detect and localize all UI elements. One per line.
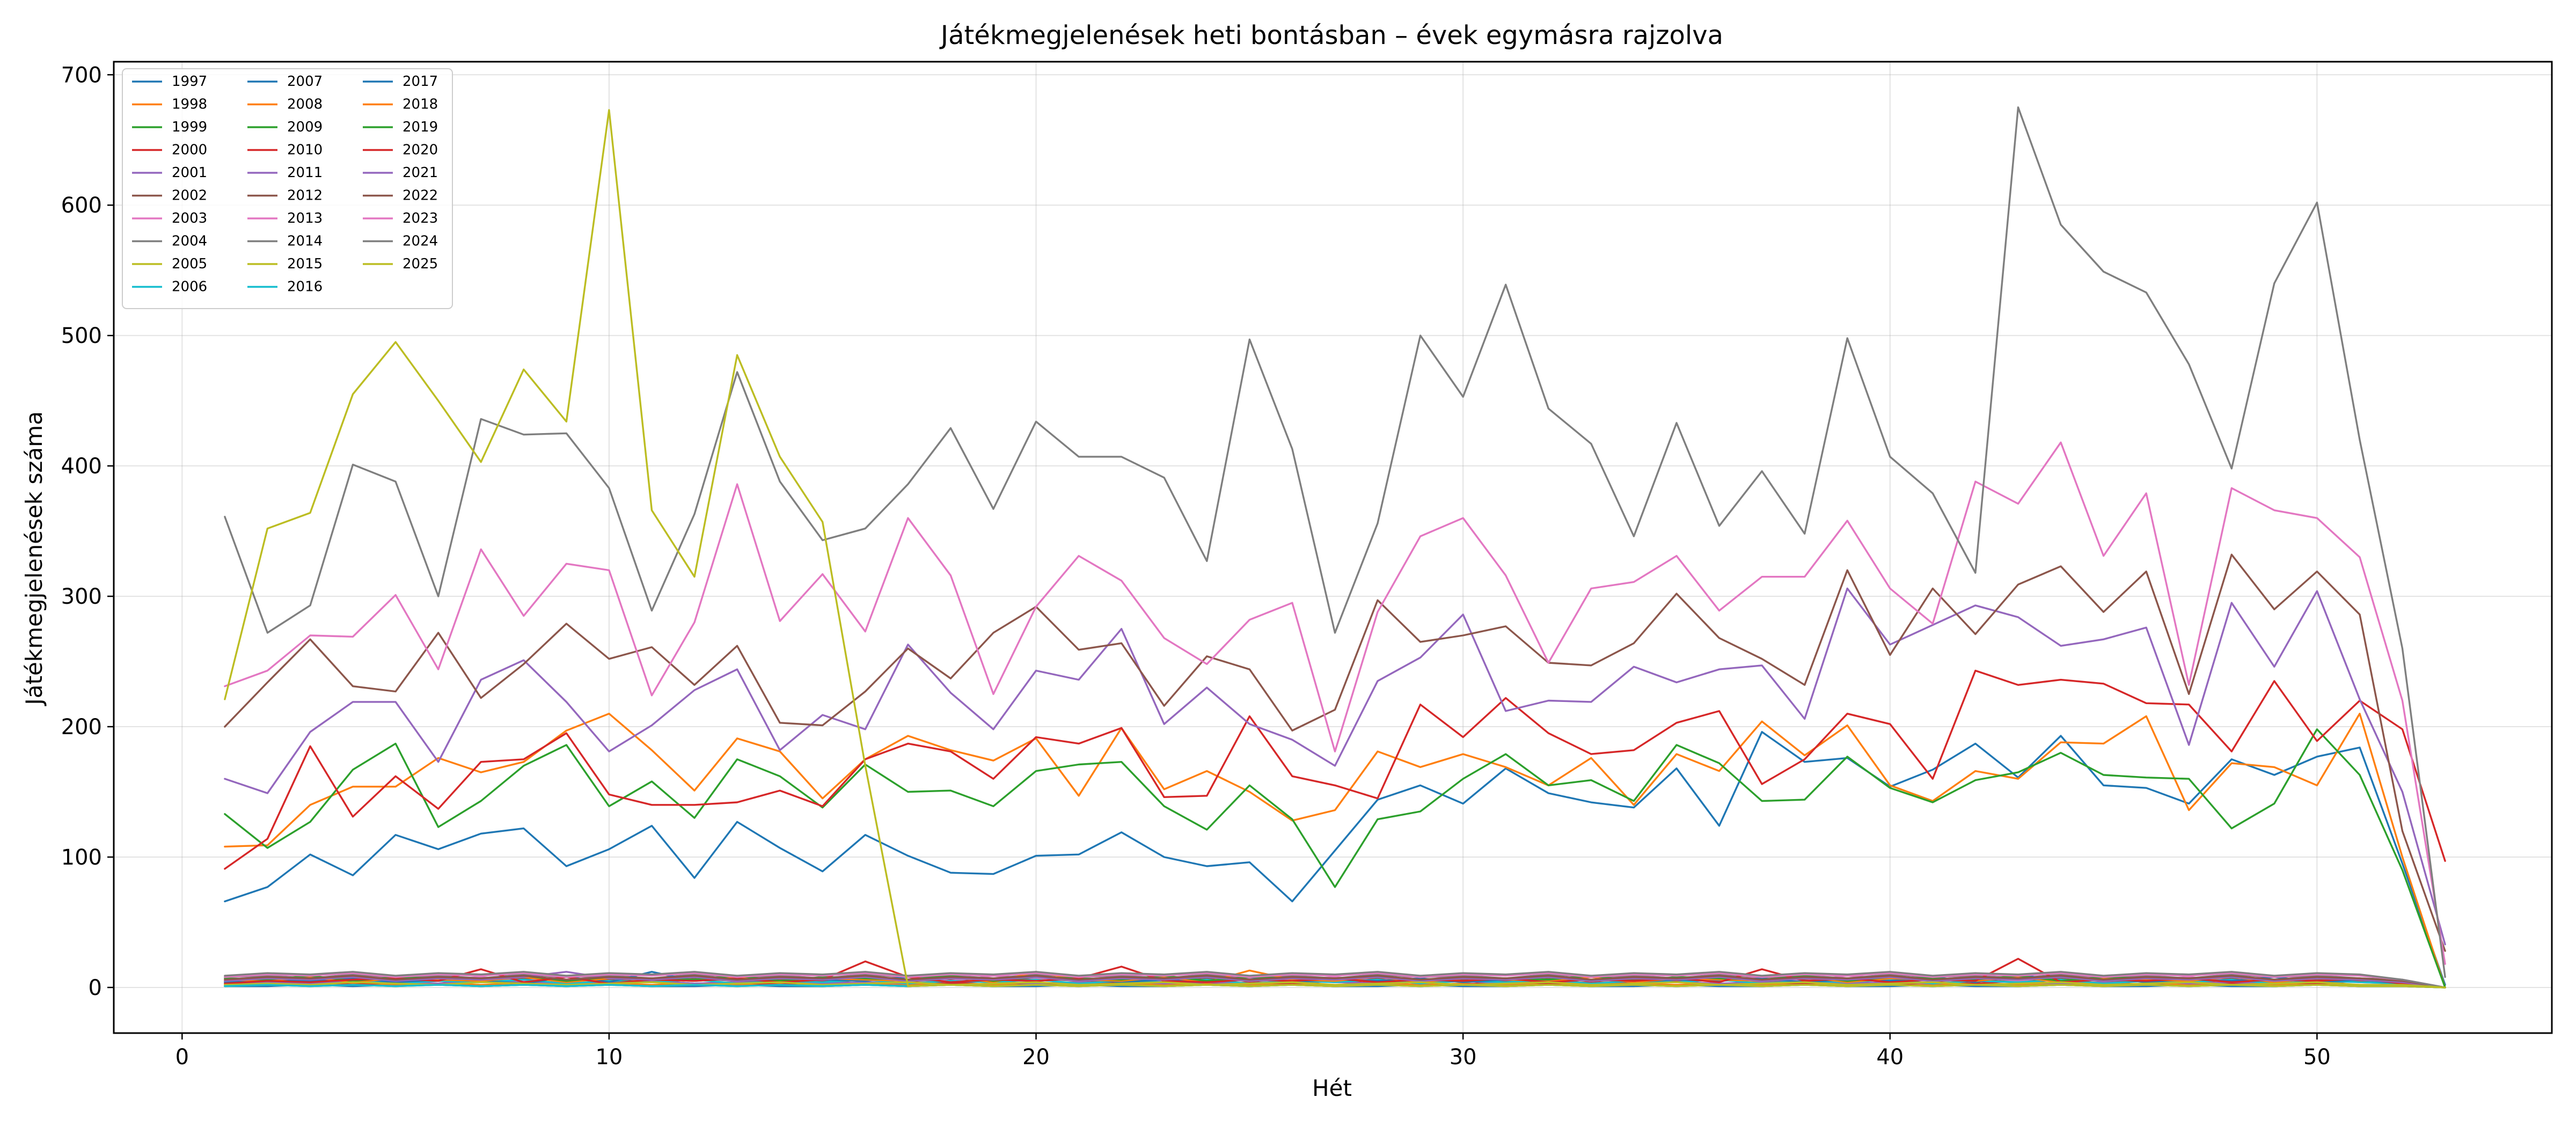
x-axis-title: Hét <box>1312 1075 1352 1101</box>
legend-label: 2001 <box>172 165 207 181</box>
legend-label: 2013 <box>287 210 323 226</box>
legend-label: 2022 <box>402 188 438 204</box>
series-line-2012 <box>224 975 2446 989</box>
series-line-2017 <box>224 731 2446 986</box>
grid <box>114 62 2552 1033</box>
series-line-2018 <box>224 713 2446 989</box>
legend-label: 2009 <box>287 119 323 135</box>
series-line-2021 <box>224 587 2446 946</box>
series-line-2025 <box>224 109 2446 989</box>
x-tick-label: 0 <box>175 1045 189 1070</box>
legend-label: 2007 <box>287 74 323 90</box>
legend-label: 2008 <box>287 97 323 113</box>
x-tick-label: 30 <box>1450 1045 1477 1070</box>
legend-label: 2004 <box>172 233 207 250</box>
legend-label: 2024 <box>402 233 438 250</box>
x-axis: 0 10 20 30 40 50 <box>175 1033 2331 1070</box>
series-line-2019 <box>224 728 2446 989</box>
legend-label: 2006 <box>172 279 207 295</box>
series-line-2023 <box>224 441 2446 965</box>
y-tick-label: 0 <box>89 976 102 1000</box>
legend: 1997 1998 1999 2000 2001 2002 2003 2004 2005 2006… <box>122 68 453 309</box>
x-tick-label: 10 <box>595 1045 623 1070</box>
plot-frame <box>113 61 2553 1034</box>
legend-label: 2003 <box>172 210 207 226</box>
y-tick-label: 600 <box>61 193 102 218</box>
series-line-2024 <box>224 106 2446 978</box>
y-tick-label: 100 <box>61 845 102 870</box>
series-line-2013 <box>224 972 2446 989</box>
y-tick-label: 500 <box>61 324 102 348</box>
x-tick-label: 40 <box>1876 1045 1904 1070</box>
y-tick-label: 300 <box>61 584 102 609</box>
y-tick-label: 700 <box>61 63 102 87</box>
x-tick-label: 20 <box>1022 1045 1050 1070</box>
legend-label: 2018 <box>402 97 438 113</box>
series-line-2015 <box>224 981 2446 989</box>
legend-label: 2010 <box>287 142 323 158</box>
legend-label: 2025 <box>402 256 438 272</box>
legend-label: 2014 <box>287 233 323 250</box>
plot-area <box>224 106 2446 989</box>
legend-box <box>122 68 453 309</box>
y-axis: 0 100 200 300 400 500 600 700 <box>61 63 114 1000</box>
legend-label: 1998 <box>172 97 207 113</box>
legend-label: 2012 <box>287 188 323 204</box>
legend-label: 2002 <box>172 188 207 204</box>
y-tick-label: 400 <box>61 454 102 479</box>
legend-label: 2005 <box>172 256 207 272</box>
x-tick-label: 50 <box>2303 1045 2331 1070</box>
legend-label: 2019 <box>402 119 438 135</box>
series-line-2020 <box>224 669 2446 870</box>
series-line-2014 <box>224 971 2446 989</box>
chart-title: Játékmegjelenések heti bontásban – évek … <box>939 20 1723 50</box>
legend-label: 1999 <box>172 119 207 135</box>
legend-label: 2021 <box>402 165 438 181</box>
legend-label: 2017 <box>402 74 438 90</box>
legend-label: 2023 <box>402 210 438 226</box>
legend-label: 2016 <box>287 279 323 295</box>
y-tick-label: 200 <box>61 715 102 740</box>
series-line-2022 <box>224 553 2446 952</box>
legend-label: 2011 <box>287 165 323 181</box>
legend-label: 2020 <box>402 142 438 158</box>
legend-label: 2000 <box>172 142 207 158</box>
legend-label: 2015 <box>287 256 323 272</box>
legend-label: 1997 <box>172 74 207 90</box>
y-axis-title: Játékmegjelenések száma <box>21 411 47 706</box>
